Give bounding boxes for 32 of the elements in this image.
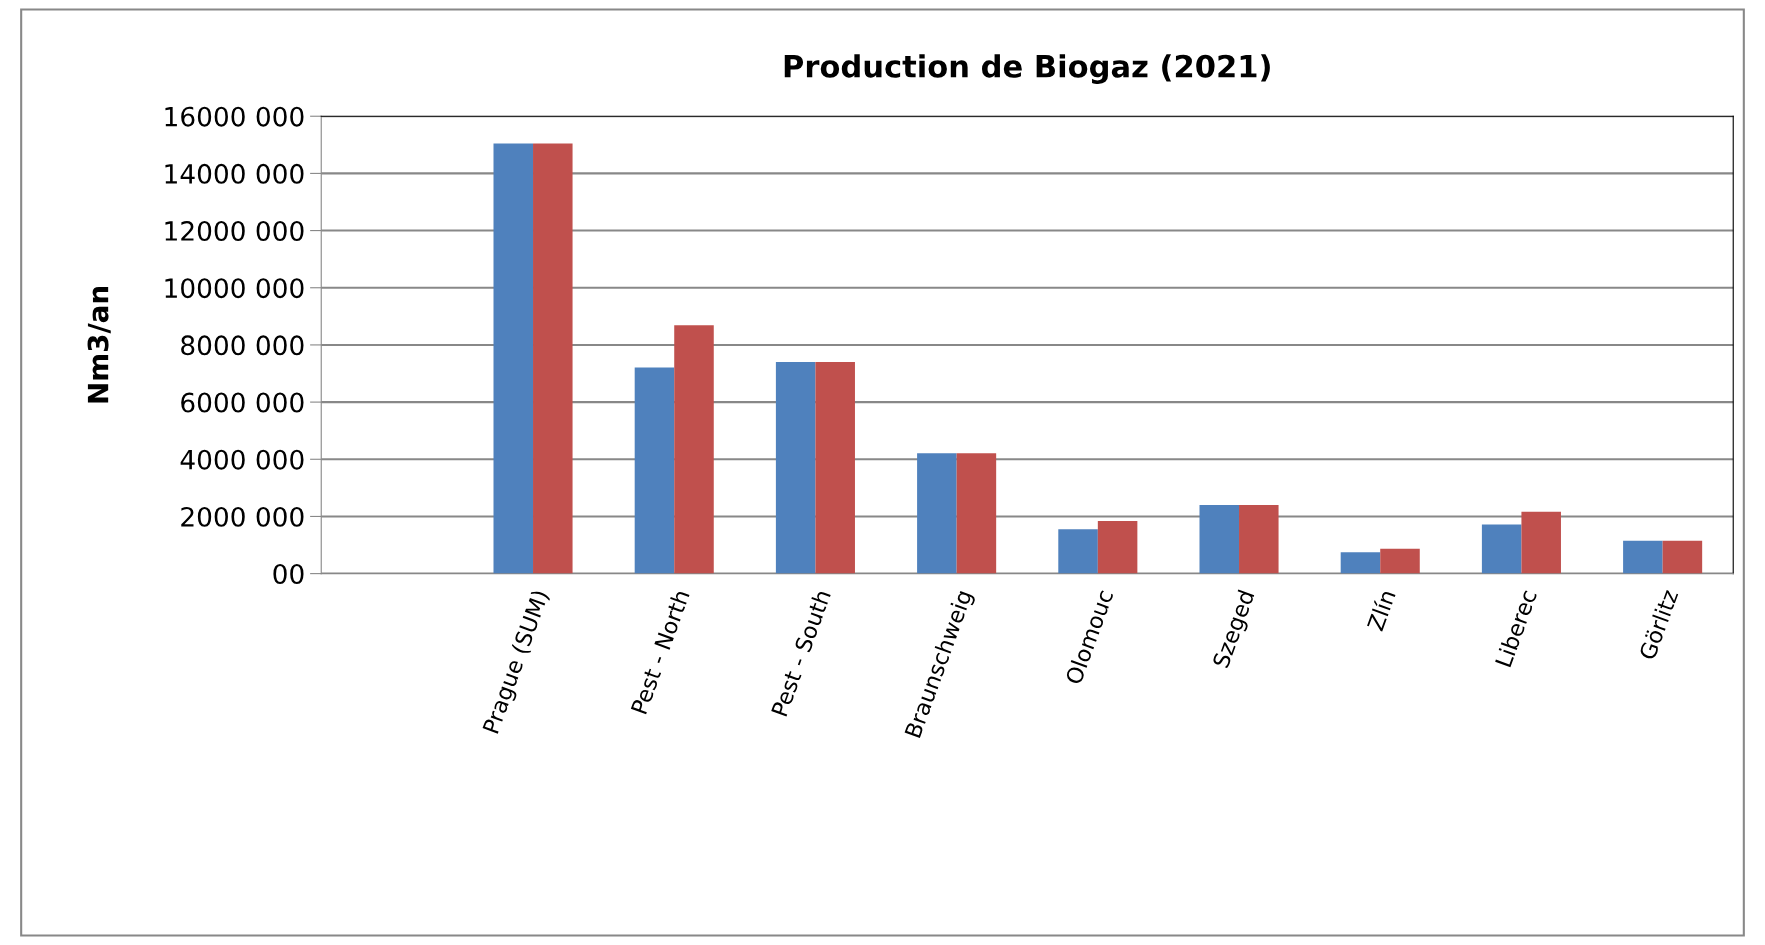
bar	[674, 325, 714, 574]
x-tick-label: Pest - South	[770, 589, 831, 717]
bar	[1058, 529, 1098, 574]
y-tick-label: 10000 000	[165, 278, 304, 299]
x-tick-label: Zlín	[1365, 588, 1396, 632]
chart-title: Production de Biogaz (2021)	[784, 54, 1270, 84]
y-axis-title: Nm3/an	[87, 287, 111, 403]
bar	[815, 362, 855, 574]
bar	[533, 143, 573, 574]
y-tick-label: 16000 000	[165, 106, 304, 127]
y-tick-label: 2000 000	[181, 506, 304, 527]
bar	[956, 453, 997, 574]
y-tick-label: 12000 000	[165, 221, 304, 241]
bar	[1623, 540, 1663, 574]
bar	[634, 367, 675, 574]
y-tick-label: 6000 000	[181, 392, 304, 413]
bar	[1521, 511, 1561, 574]
bar	[1239, 505, 1279, 574]
bar	[775, 362, 816, 574]
bar	[1199, 505, 1240, 574]
bar	[1380, 548, 1420, 574]
bar	[917, 453, 957, 574]
bar	[1340, 552, 1381, 574]
y-tick-label: 00	[273, 564, 304, 585]
x-tick-label: Pest - North	[630, 589, 690, 715]
y-tick-label: 8000 000	[181, 335, 304, 356]
y-tick-label: 4000 000	[180, 449, 304, 470]
bar	[493, 143, 534, 574]
bar	[1662, 540, 1703, 574]
bar	[1097, 521, 1138, 574]
y-tick-label: 14000 000	[165, 163, 304, 184]
bar	[1481, 524, 1522, 574]
